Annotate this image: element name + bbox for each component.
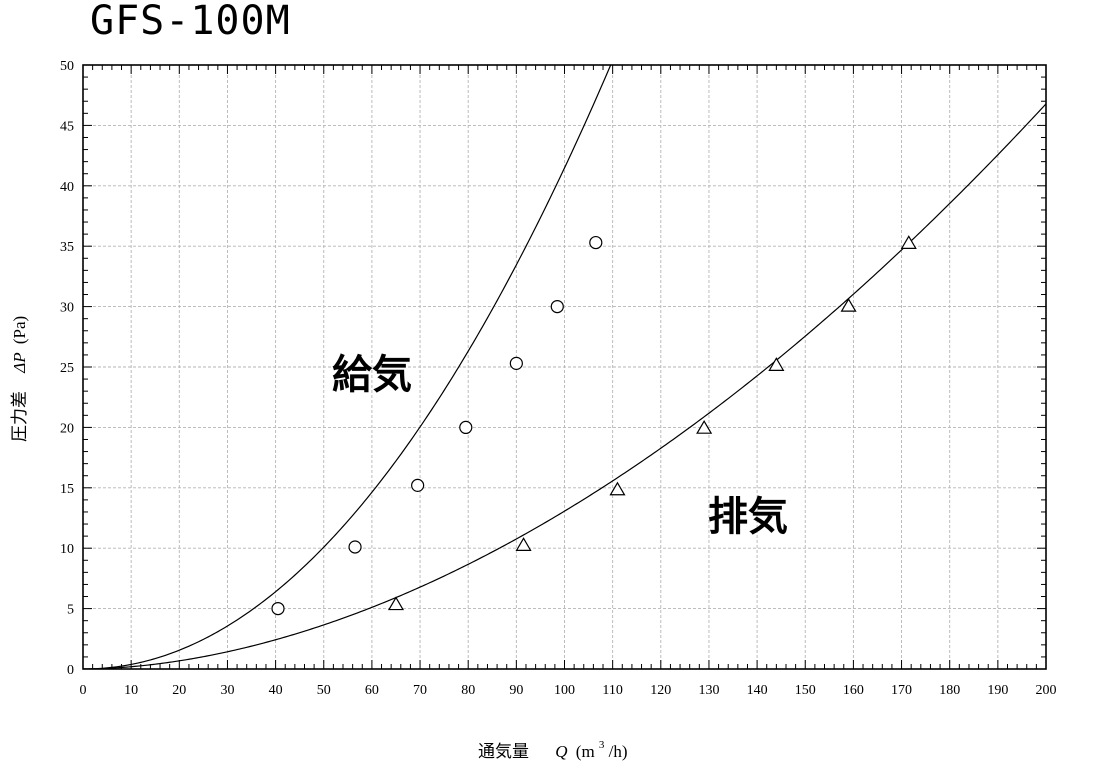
x-tick-label: 130 (698, 683, 719, 698)
x-tick-label: 80 (461, 683, 475, 698)
x-tick-label: 150 (795, 683, 816, 698)
circle-marker (348, 540, 362, 554)
y-tick-label: 5 (67, 603, 74, 618)
x-axis-label-unit: (m (576, 742, 595, 761)
x-axis-label-unit-end: /h) (609, 742, 628, 761)
triangle-marker (900, 235, 917, 249)
x-tick-label: 40 (269, 683, 283, 698)
x-tick-label: 10 (124, 683, 138, 698)
y-tick-label: 0 (67, 663, 74, 678)
x-tick-label: 50 (317, 683, 331, 698)
y-tick-label: 25 (60, 361, 74, 376)
data-markers (271, 235, 917, 616)
y-axis-label-unit: (Pa) (10, 316, 29, 344)
series-label-exhaust: 排気 (708, 494, 788, 540)
x-tick-label: 170 (891, 683, 912, 698)
x-tick-label: 140 (747, 683, 768, 698)
circle-marker (271, 601, 285, 616)
triangle-marker (387, 596, 405, 611)
circle-marker (589, 235, 603, 250)
y-tick-label: 15 (60, 482, 74, 497)
triangle-marker (515, 537, 532, 551)
x-tick-label: 60 (365, 683, 379, 698)
minor-ticks (82, 64, 1047, 670)
x-tick-labels: 0 10 20 30 40 50 60 70 80 90 100 110 120 130 140 150 160… (80, 683, 1057, 698)
x-tick-label: 160 (843, 683, 864, 698)
circle-marker (459, 420, 473, 434)
triangle-marker (840, 297, 857, 312)
circle-marker (411, 478, 425, 492)
y-axis-label-main: 圧力差 (10, 391, 29, 442)
series-curve-0 (83, 65, 612, 669)
circle-marker (550, 300, 564, 314)
series-curve-1 (83, 103, 1046, 669)
triangle-marker (768, 357, 785, 371)
model-title: GFS-100M (90, 0, 291, 44)
triangle-marker (609, 481, 626, 496)
y-tick-label: 35 (60, 240, 74, 255)
x-tick-label: 30 (220, 683, 234, 698)
x-tick-label: 70 (413, 683, 427, 698)
x-tick-label: 100 (554, 683, 575, 698)
circle-marker (509, 356, 523, 370)
x-axis-label-main: 通気量 (478, 742, 529, 761)
y-axis-label: 圧力差 ΔP (Pa) (10, 316, 29, 442)
y-tick-label: 10 (60, 542, 74, 557)
series-label-supply: 給気 (332, 352, 412, 398)
x-axis-label-symbol: Q (555, 742, 567, 761)
x-tick-label: 200 (1036, 683, 1057, 698)
x-tick-label: 190 (987, 683, 1008, 698)
x-tick-label: 0 (80, 683, 87, 698)
x-tick-label: 110 (602, 683, 622, 698)
fit-curves (83, 65, 1046, 669)
y-tick-label: 30 (60, 301, 74, 316)
y-tick-label: 40 (60, 180, 74, 195)
plot-frame (82, 64, 1047, 670)
triangle-marker (696, 419, 713, 434)
y-axis-label-symbol: ΔP (10, 352, 29, 373)
y-tick-label: 50 (60, 59, 74, 74)
y-tick-label: 20 (60, 421, 74, 436)
x-tick-label: 20 (172, 683, 186, 698)
x-axis-label: 通気量 Q (m 3 /h) (478, 733, 628, 761)
y-tick-label: 45 (60, 119, 74, 134)
x-tick-label: 180 (939, 683, 960, 698)
x-tick-label: 90 (509, 683, 523, 698)
grid-lines (83, 65, 1046, 669)
x-axis-label-unit-sup: 3 (599, 739, 605, 751)
y-tick-labels: 0 5 10 15 20 25 30 35 40 45 50 (60, 59, 74, 678)
x-tick-label: 120 (650, 683, 671, 698)
